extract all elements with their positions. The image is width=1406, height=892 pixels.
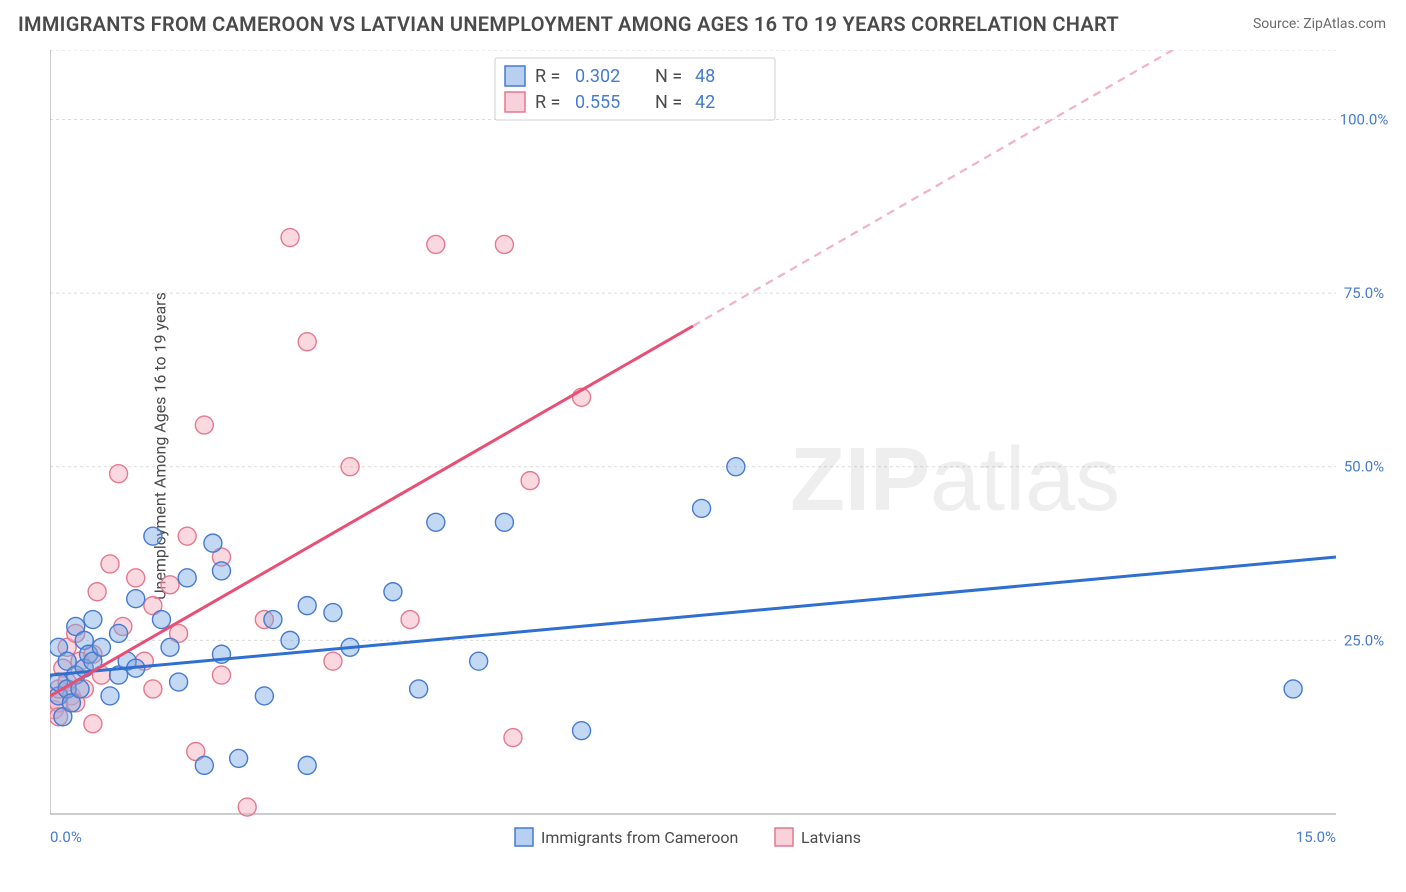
legend-n-val-pink: 42	[695, 92, 715, 113]
legend-bottom-pink-label: Latvians	[801, 828, 861, 847]
legend-n-label-2: N =	[655, 92, 682, 113]
legend-bottom-blue-label: Immigrants from Cameroon	[541, 828, 738, 847]
watermark: ZIPatlas	[790, 430, 1120, 530]
svg-text:100.0%: 100.0%	[1340, 110, 1389, 128]
chart-svg: 25.0% 50.0% 75.0% 100.0% ZIPatlas R = 0.302…	[50, 50, 1390, 850]
legend-n-val-blue: 48	[695, 66, 715, 87]
x-tick-left: 0.0%	[50, 828, 82, 846]
legend-r-label-1: R =	[535, 66, 560, 87]
legend-r-val-pink: 0.555	[575, 92, 620, 113]
legend-top: R = 0.302 N = 48 R = 0.555 N = 42	[495, 58, 775, 120]
legend-r-val-blue: 0.302	[575, 66, 620, 87]
gridlines	[50, 50, 1336, 640]
legend-r-label-2: R =	[535, 92, 560, 113]
svg-text:75.0%: 75.0%	[1344, 284, 1384, 302]
svg-text:50.0%: 50.0%	[1344, 458, 1384, 476]
chart-title: IMMIGRANTS FROM CAMEROON VS LATVIAN UNEM…	[18, 12, 1119, 36]
svg-text:25.0%: 25.0%	[1344, 631, 1384, 649]
x-tick-right: 15.0%	[1296, 828, 1336, 846]
plot-area: 25.0% 50.0% 75.0% 100.0% ZIPatlas R = 0.302…	[50, 50, 1390, 850]
trendline-blue	[50, 557, 1336, 675]
source-label: Source: ZipAtlas.com	[1253, 16, 1386, 32]
y-tick-labels: 25.0% 50.0% 75.0% 100.0%	[1340, 110, 1389, 649]
legend-n-label-1: N =	[655, 66, 682, 87]
legend-bottom: Immigrants from Cameroon Latvians	[515, 828, 861, 847]
